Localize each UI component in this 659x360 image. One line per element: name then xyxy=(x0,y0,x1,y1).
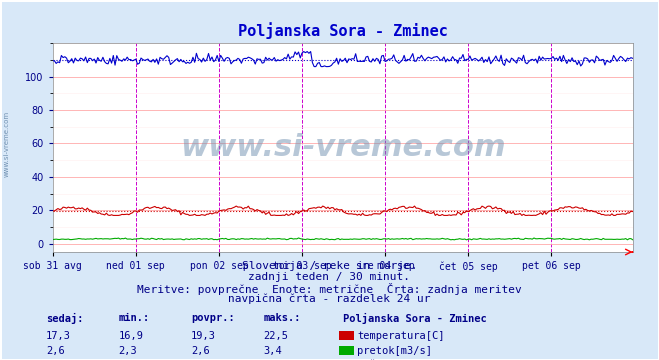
Text: povpr.:: povpr.: xyxy=(191,313,235,323)
Text: min.:: min.: xyxy=(119,313,150,323)
Title: Poljanska Sora - Zminec: Poljanska Sora - Zminec xyxy=(238,22,447,39)
Text: 2,6: 2,6 xyxy=(46,346,65,356)
Text: 2,3: 2,3 xyxy=(119,346,137,356)
Text: zadnji teden / 30 minut.: zadnji teden / 30 minut. xyxy=(248,272,411,282)
Text: www.si-vreme.com: www.si-vreme.com xyxy=(3,111,10,177)
Text: Meritve: povprečne  Enote: metrične  Črta: zadnja meritev: Meritve: povprečne Enote: metrične Črta:… xyxy=(137,283,522,294)
Text: 16,9: 16,9 xyxy=(119,331,144,341)
Text: sedaj:: sedaj: xyxy=(46,313,84,324)
Text: www.si-vreme.com: www.si-vreme.com xyxy=(180,133,505,162)
Text: temperatura[C]: temperatura[C] xyxy=(357,331,445,341)
Text: 2,6: 2,6 xyxy=(191,346,210,356)
Text: maks.:: maks.: xyxy=(264,313,301,323)
Text: 19,3: 19,3 xyxy=(191,331,216,341)
Text: 17,3: 17,3 xyxy=(46,331,71,341)
Text: pretok[m3/s]: pretok[m3/s] xyxy=(357,346,432,356)
Text: navpična črta - razdelek 24 ur: navpična črta - razdelek 24 ur xyxy=(228,293,431,304)
Text: 3,4: 3,4 xyxy=(264,346,282,356)
Text: Slovenija / reke in morje.: Slovenija / reke in morje. xyxy=(242,261,417,271)
Text: Poljanska Sora - Zminec: Poljanska Sora - Zminec xyxy=(343,313,486,324)
Text: 22,5: 22,5 xyxy=(264,331,289,341)
